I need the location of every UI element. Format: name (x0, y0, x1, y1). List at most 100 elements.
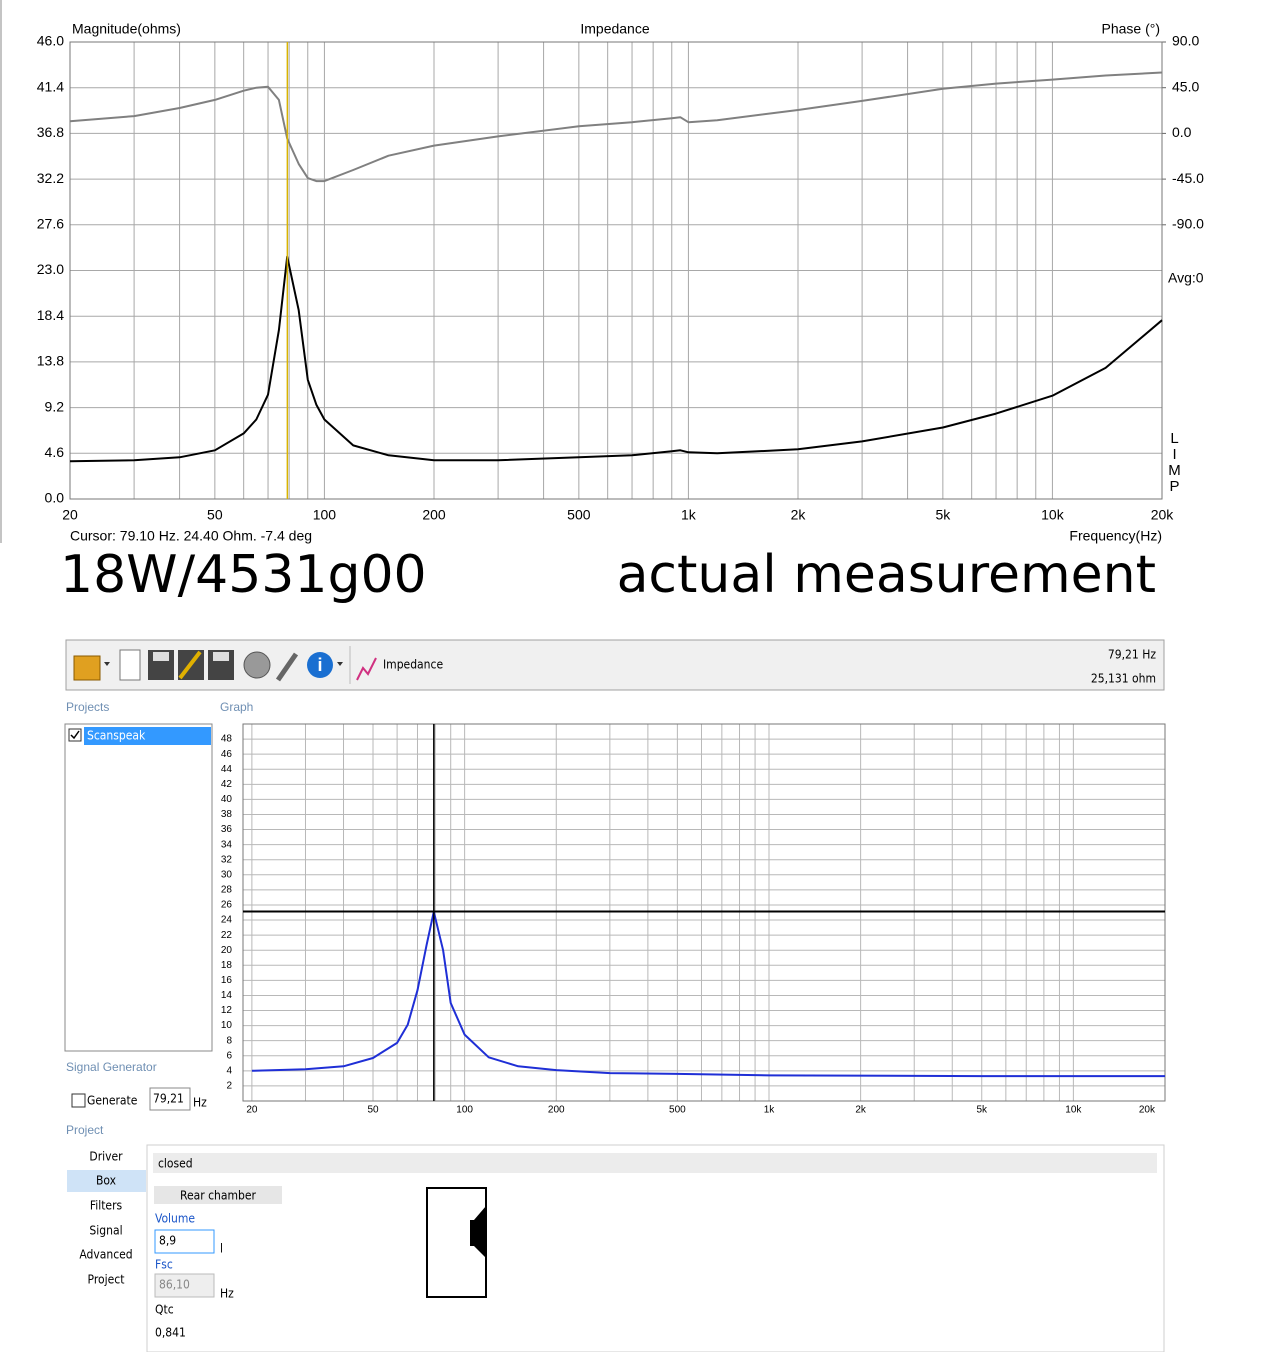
save-as-button[interactable] (178, 650, 204, 680)
y-tick-label: 40 (221, 794, 233, 805)
y-tick-label: 27.6 (37, 216, 64, 232)
x-tick-label: 5k (976, 1105, 988, 1116)
nav-item[interactable]: Signal (89, 1224, 122, 1238)
project-item[interactable]: Scanspeak (68, 727, 211, 745)
frequency-input[interactable] (149, 1087, 191, 1111)
y-tick-label: 13.8 (37, 353, 64, 369)
y-tick-label: 44 (221, 764, 233, 775)
x-axis-title: Frequency(Hz) (1069, 528, 1162, 544)
x-tick-label: 100 (456, 1105, 473, 1116)
y-tick-label: 10 (221, 1020, 233, 1031)
x-tick-label: 5k (935, 507, 951, 523)
x-tick-label: 500 (567, 507, 591, 523)
y-tick-label: 46.0 (37, 33, 64, 49)
frequency-unit: Hz (193, 1096, 207, 1110)
projects-heading: Projects (66, 700, 109, 714)
x-tick-label: 50 (207, 507, 223, 523)
y-axis-title: Magnitude(ohms) (72, 21, 181, 37)
nav-item[interactable]: Box (96, 1174, 117, 1188)
chart-title: Impedance (580, 21, 649, 37)
x-tick-label: 1k (764, 1105, 776, 1116)
y-tick-label: 6 (226, 1050, 232, 1061)
y2-tick-label: 0.0 (1172, 124, 1192, 140)
y-tick-label: 36 (221, 824, 233, 835)
tab-label: Rear chamber (180, 1189, 256, 1203)
field-label: Qtc (155, 1303, 174, 1317)
limp-annotation: LIMP (1166, 430, 1183, 494)
save-all-button[interactable] (208, 650, 234, 680)
y-tick-label: 20 (221, 945, 233, 956)
x-tick-label: 2k (855, 1105, 867, 1116)
x-tick-label: 50 (367, 1105, 379, 1116)
field-unit: Hz (220, 1287, 234, 1301)
y-tick-label: 9.2 (45, 398, 65, 414)
y2-tick-label: -90.0 (1172, 216, 1204, 232)
generate-checkbox[interactable] (71, 1093, 86, 1108)
field-value: 8,9 (159, 1234, 176, 1248)
nav-selection (67, 1170, 146, 1192)
field-value: 0,841 (155, 1326, 186, 1340)
y-tick-label: 26 (221, 900, 233, 911)
nav-item[interactable]: Project (88, 1273, 125, 1287)
y-tick-label: 30 (221, 869, 233, 880)
save-button[interactable] (148, 650, 174, 680)
y-tick-label: 2 (226, 1081, 232, 1092)
field-label: Volume (155, 1212, 195, 1226)
project-heading: Project (66, 1123, 104, 1137)
view-label: Impedance (383, 658, 443, 672)
x-tick-label: 200 (548, 1105, 565, 1116)
toolbar: i Impedance (65, 639, 1165, 691)
y-tick-label: 42 (221, 779, 233, 790)
y-tick-label: 8 (226, 1035, 232, 1046)
impedance-view-button[interactable]: Impedance (356, 658, 443, 681)
series-line (251, 910, 1165, 1078)
y-tick-label: 32 (221, 854, 233, 865)
field-unit: l (220, 1242, 223, 1256)
volume-input[interactable] (154, 1229, 215, 1254)
box-panel (146, 1144, 1165, 1352)
box-diagram (426, 1187, 487, 1298)
x-tick-label: 20 (246, 1105, 258, 1116)
field-value: 86,10 (159, 1278, 190, 1292)
y2-axis-title: Phase (°) (1101, 21, 1160, 37)
project-name: Scanspeak (87, 729, 146, 743)
y-tick-label: 14 (221, 990, 233, 1001)
info-button[interactable]: i (307, 652, 343, 678)
x-tick-label: 100 (313, 507, 337, 523)
y-tick-label: 4 (226, 1065, 232, 1076)
y-tick-label: 12 (221, 1005, 233, 1016)
driver-button[interactable] (243, 651, 271, 679)
x-tick-label: 200 (422, 507, 446, 523)
y-tick-label: 22 (221, 930, 233, 941)
y-tick-label: 4.6 (45, 444, 65, 460)
cursor-impedance: 25,131 ohm (1091, 672, 1156, 686)
projects-list (64, 723, 213, 1052)
y-tick-label: 41.4 (37, 78, 64, 94)
x-tick-label: 10k (1065, 1105, 1082, 1116)
settings-button[interactable] (275, 652, 299, 682)
y-tick-label: 0.0 (45, 490, 65, 506)
y-tick-label: 23.0 (37, 261, 64, 277)
y-tick-label: 28 (221, 885, 233, 896)
nav-item[interactable]: Filters (90, 1199, 123, 1213)
enclosure-select[interactable] (153, 1153, 1157, 1173)
x-tick-label: 1k (681, 507, 697, 523)
y2-tick-label: 90.0 (1172, 33, 1199, 49)
series-line (69, 71, 1163, 183)
generate-label: Generate (87, 1094, 138, 1108)
y-tick-label: 46 (221, 749, 233, 760)
frequency-value: 79,21 (153, 1092, 184, 1106)
open-button[interactable] (73, 655, 110, 681)
y-tick-label: 18 (221, 960, 233, 971)
new-button[interactable] (119, 649, 141, 681)
y-tick-label: 34 (221, 839, 233, 850)
rear-chamber-tab[interactable] (154, 1186, 282, 1204)
nav-item[interactable]: Advanced (79, 1248, 132, 1262)
x-tick-label: 2k (791, 507, 807, 523)
x-tick-label: 20k (1151, 507, 1175, 523)
average-annotation: Avg:0 (1168, 270, 1204, 286)
nav-item[interactable]: Driver (89, 1150, 123, 1164)
y-tick-label: 24 (221, 915, 233, 926)
x-tick-label: 20k (1139, 1105, 1156, 1116)
signal-generator-heading: Signal Generator (66, 1060, 157, 1074)
